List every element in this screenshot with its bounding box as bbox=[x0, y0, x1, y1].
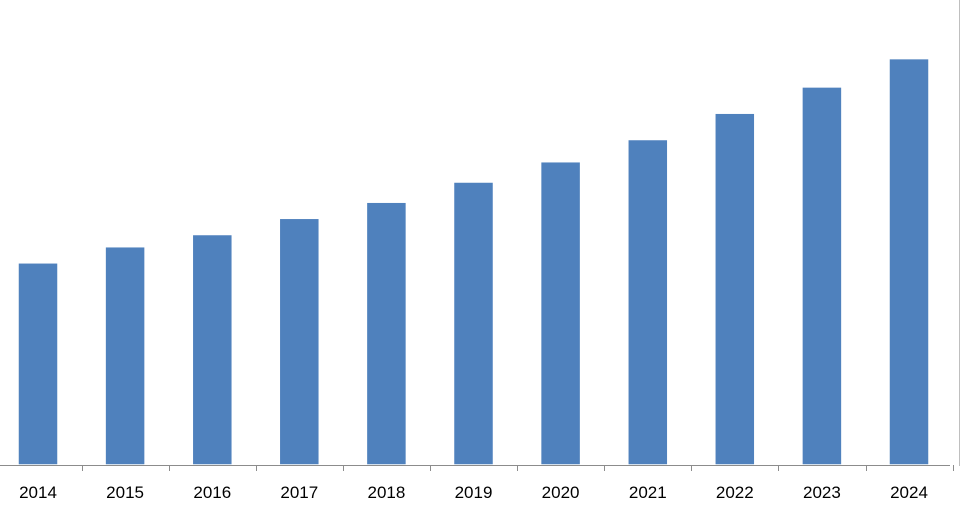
x-axis-ticks bbox=[82, 465, 954, 471]
bar-2014 bbox=[17, 262, 59, 466]
tick-label-2018: 2018 bbox=[367, 483, 405, 502]
tick-label-2021: 2021 bbox=[629, 483, 667, 502]
tick-label-2016: 2016 bbox=[193, 483, 231, 502]
bar-2016 bbox=[191, 233, 234, 466]
bar-2024 bbox=[888, 57, 930, 466]
tick-label-2019: 2019 bbox=[455, 483, 493, 502]
tick-label-2022: 2022 bbox=[716, 483, 754, 502]
bar-series bbox=[17, 57, 930, 466]
tick-label-2024: 2024 bbox=[890, 483, 928, 502]
bar-2020 bbox=[539, 160, 582, 466]
bar-2015 bbox=[104, 245, 146, 466]
tick-label-2015: 2015 bbox=[106, 483, 144, 502]
bar-2018 bbox=[365, 201, 408, 466]
tick-label-2017: 2017 bbox=[280, 483, 318, 502]
tick-label-2014: 2014 bbox=[19, 483, 57, 502]
bar-2022 bbox=[714, 112, 756, 466]
bar-2019 bbox=[452, 181, 495, 466]
bar-2017 bbox=[278, 217, 321, 466]
tick-label-2020: 2020 bbox=[542, 483, 580, 502]
tick-label-2023: 2023 bbox=[803, 483, 841, 502]
x-axis-tick-labels: 2014 2015 2016 2017 2018 2019 2020 2021 2022 2023… bbox=[19, 483, 928, 502]
bar-2021 bbox=[627, 138, 669, 466]
bar-2023 bbox=[801, 86, 843, 466]
